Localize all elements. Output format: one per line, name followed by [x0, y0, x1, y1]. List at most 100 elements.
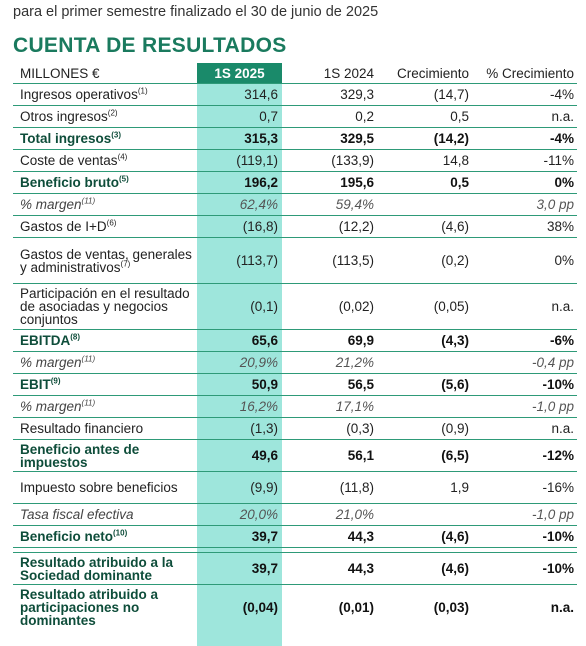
row-label: Beneficio antes de impuestos — [13, 439, 197, 472]
cell-pct-growth: -1,0 pp — [472, 503, 577, 526]
cell-1s-2024: 59,4% — [282, 193, 377, 216]
cell-1s-2025: (0,1) — [197, 283, 282, 330]
cell-growth: (0,05) — [377, 283, 472, 330]
row-label: Resultado atribuido a la Sociedad domina… — [13, 552, 197, 585]
cell-1s-2025: (119,1) — [197, 149, 282, 172]
footnote-ref: (8) — [70, 332, 81, 342]
cell-pct-growth: -4% — [472, 127, 577, 150]
page-title: CUENTA DE RESULTADOS — [13, 34, 287, 57]
cell-growth — [377, 395, 472, 418]
table-row-total: Beneficio bruto(5) 196,2 195,6 0,5 0% — [13, 171, 577, 194]
header-1s-2024: 1S 2024 — [282, 63, 377, 84]
table-row-margin: % margen(11) 20,9% 21,2% -0,4 pp — [13, 351, 577, 374]
footnote-ref: (9) — [50, 376, 61, 386]
row-label-text: % margen — [20, 197, 82, 212]
cell-1s-2024: 329,3 — [282, 83, 377, 106]
cell-growth: (4,6) — [377, 215, 472, 238]
table-row: Participación en el resultado de asociad… — [13, 283, 577, 330]
cell-pct-growth: 0% — [472, 237, 577, 284]
cell-pct-growth: -11% — [472, 149, 577, 172]
table-row-total: Resultado atribuido a participaciones no… — [13, 585, 577, 631]
cell-1s-2024: 44,3 — [282, 552, 377, 585]
footnote-ref: (10) — [113, 528, 128, 538]
cell-pct-growth: n.a. — [550, 600, 574, 615]
footnote-ref: (2) — [107, 108, 118, 118]
cell-1s-2025: 62,4% — [197, 193, 282, 216]
footnote-ref: (5) — [119, 174, 129, 184]
cell-growth: (4,6) — [377, 552, 472, 585]
footnote-ref: (4) — [117, 152, 128, 162]
row-label-text: Gastos de I+D — [20, 219, 107, 234]
footnote-ref: (7) — [120, 259, 131, 268]
cell-pct-growth: -10% — [472, 373, 577, 396]
cell-pct-growth: 3,0 pp — [472, 193, 577, 216]
row-label-text: Impuesto sobre beneficios — [20, 480, 178, 495]
cell-1s-2024: 195,6 — [282, 171, 377, 194]
row-label: Impuesto sobre beneficios — [13, 471, 197, 504]
row-label: Resultado financiero — [13, 417, 197, 440]
row-label: Gastos de ventas, generales y administra… — [13, 237, 197, 284]
footnote-ref: (11) — [81, 196, 96, 206]
cell-pct-growth: -12% — [472, 439, 577, 472]
row-label: % margen(11) — [13, 395, 197, 418]
row-label-text: Coste de ventas — [20, 153, 118, 168]
row-label-text: Resultado atribuido a la Sociedad domina… — [20, 554, 174, 583]
cell-pct-growth: -10% — [472, 525, 577, 548]
table-row: Gastos de ventas, generales y administra… — [13, 237, 577, 284]
cell-growth: 0,5 — [377, 105, 472, 128]
cell-pct-growth: -16% — [472, 471, 577, 504]
row-label-text: Beneficio antes de impuestos — [20, 441, 140, 470]
cell-pct-growth: -6% — [472, 329, 577, 352]
table-row: Otros ingresos(2) 0,7 0,2 0,5 n.a. — [13, 105, 577, 128]
cell-1s-2024: 17,1% — [282, 395, 377, 418]
row-label-text: Resultado atribuido a participaciones no… — [20, 587, 159, 628]
cell-1s-2024: 56,1 — [282, 439, 377, 472]
row-label: Beneficio bruto(5) — [13, 171, 197, 194]
cell-1s-2024: 44,3 — [282, 525, 377, 548]
row-label: EBITDA(8) — [13, 329, 197, 352]
cell-1s-2024: (0,3) — [282, 417, 377, 440]
header-1s-2025: 1S 2025 — [197, 63, 282, 84]
table-row: Gastos de I+D(6) (16,8) (12,2) (4,6) 38% — [13, 215, 577, 238]
row-label: Resultado atribuido a participaciones no… — [13, 585, 197, 631]
table-row-total: Resultado atribuido a la Sociedad domina… — [13, 552, 577, 585]
table-row: Ingresos operativos(1) 314,6 329,3 (14,7… — [13, 83, 577, 106]
cell-1s-2025: 20,9% — [197, 351, 282, 374]
cell-1s-2024: (133,9) — [282, 149, 377, 172]
row-label: Total ingresos(3) — [13, 127, 197, 150]
footnote-ref: (6) — [106, 218, 117, 228]
cell-growth: 1,9 — [377, 471, 472, 504]
cell-1s-2025: 0,7 — [197, 105, 282, 128]
row-label: Tasa fiscal efectiva — [13, 503, 197, 526]
report-subtitle: para el primer semestre finalizado el 30… — [13, 4, 379, 20]
section-divider — [13, 547, 577, 553]
cell-1s-2024: (12,2) — [282, 215, 377, 238]
table-row-total: EBIT(9) 50,9 56,5 (5,6) -10% — [13, 373, 577, 396]
header-pct-growth: % Crecimiento — [472, 63, 577, 84]
cell-growth — [377, 351, 472, 374]
cell-1s-2025: 39,7 — [197, 552, 282, 585]
cell-1s-2025: 20,0% — [197, 503, 282, 526]
table-header-row: MILLONES € 1S 2025 1S 2024 Crecimiento %… — [13, 63, 577, 84]
row-label: Otros ingresos(2) — [13, 105, 197, 128]
table-row: Coste de ventas(4) (119,1) (133,9) 14,8 … — [13, 149, 577, 172]
cell-pct-growth: 0% — [472, 171, 577, 194]
cell-1s-2024: 21,0% — [282, 503, 377, 526]
row-label-text: Gastos de ventas, generales y administra… — [20, 246, 192, 275]
cell-1s-2025: 315,3 — [197, 127, 282, 150]
cell-growth: (0,2) — [377, 237, 472, 284]
cell-pct-growth: -0,4 pp — [472, 351, 577, 374]
cell-growth: (14,7) — [377, 83, 472, 106]
footnote-ref: (3) — [111, 130, 122, 140]
cell-1s-2024: (11,8) — [282, 471, 377, 504]
cell-pct-growth: 38% — [472, 215, 577, 238]
table-row-total: EBITDA(8) 65,6 69,9 (4,3) -6% — [13, 329, 577, 352]
table-row-total: Total ingresos(3) 315,3 329,5 (14,2) -4% — [13, 127, 577, 150]
row-label-text: Resultado financiero — [20, 421, 144, 436]
row-label: Beneficio neto(10) — [13, 525, 197, 548]
cell-growth: (0,9) — [377, 417, 472, 440]
row-label: % margen(11) — [13, 351, 197, 374]
cell-1s-2024: 21,2% — [282, 351, 377, 374]
row-label: % margen(11) — [13, 193, 197, 216]
cell-1s-2025: (16,8) — [197, 215, 282, 238]
